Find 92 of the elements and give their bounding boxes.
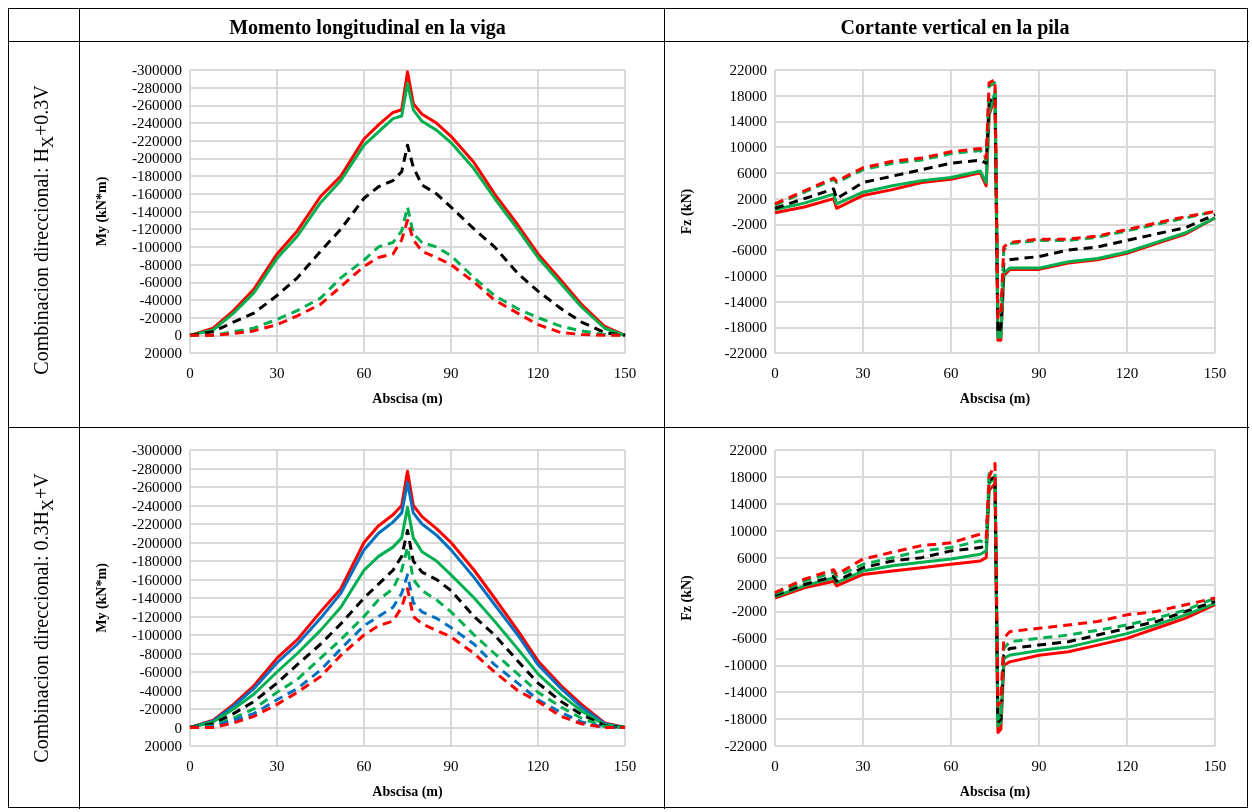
y-tick-label: -40000 (139, 682, 182, 699)
y-tick-label: -20000 (139, 309, 182, 326)
y-tick-label: 2000 (737, 576, 767, 593)
y-tick-label: 10000 (729, 139, 767, 156)
x-tick-label: 0 (771, 364, 779, 381)
x-tick-label: 90 (1031, 757, 1047, 774)
y-tick-label: -160000 (132, 571, 182, 588)
y-tick-label: -100000 (132, 627, 182, 643)
x-tick-label: 120 (526, 757, 550, 774)
y-tick-label: -260000 (132, 97, 182, 114)
y-axis-title: Fz (kN) (678, 574, 695, 621)
y-tick-label: -220000 (132, 516, 182, 532)
x-tick-label: 0 (186, 757, 194, 774)
x-tick-label: 150 (1203, 757, 1227, 774)
y-tick-label: -120000 (132, 221, 182, 238)
y-tick-label: 6000 (737, 164, 767, 181)
y-tick-label: -220000 (132, 132, 182, 149)
y-tick-label: -300000 (132, 62, 182, 78)
y-tick-label: -240000 (132, 115, 182, 132)
y-tick-label: 10000 (729, 522, 767, 539)
y-tick-label: -280000 (132, 79, 182, 96)
y-tick-label: -120000 (132, 608, 182, 625)
y-tick-label: -300000 (132, 442, 182, 458)
y-tick-label: -240000 (132, 497, 182, 514)
chart-title: Cortante vertical en la pila (840, 16, 1070, 39)
x-tick-label: 90 (443, 364, 459, 381)
y-axis-title: My (kN*m) (93, 562, 110, 633)
y-tick-label: 14000 (729, 113, 767, 130)
y-tick-label: -22000 (724, 345, 767, 361)
y-tick-label: 2000 (737, 190, 767, 207)
y-tick-label: -60000 (139, 664, 182, 680)
x-tick-label: 60 (943, 757, 959, 774)
y-tick-label: -100000 (132, 238, 182, 255)
y-tick-label: -6000 (732, 242, 767, 259)
x-tick-label: 120 (1115, 364, 1139, 381)
x-tick-label: 60 (356, 364, 372, 381)
x-tick-label: 150 (613, 757, 637, 774)
y-tick-label: -14000 (724, 684, 767, 701)
x-tick-label: 30 (269, 364, 285, 381)
y-tick-label: -180000 (132, 553, 182, 569)
y-tick-label: -10000 (724, 267, 767, 284)
x-tick-label: 150 (1203, 364, 1227, 381)
x-tick-label: 90 (443, 757, 459, 774)
y-tick-label: -14000 (724, 293, 767, 310)
y-tick-label: -2000 (732, 216, 767, 233)
y-tick-label: -140000 (132, 203, 182, 220)
y-tick-label: 18000 (729, 87, 767, 104)
x-tick-label: 120 (1115, 757, 1139, 774)
y-tick-label: -140000 (132, 590, 182, 606)
y-tick-label: -20000 (139, 701, 182, 717)
x-tick-label: 30 (855, 364, 871, 381)
y-tick-label: -80000 (139, 256, 182, 273)
y-tick-label: -18000 (724, 319, 767, 336)
y-tick-label: -200000 (132, 150, 182, 167)
x-axis-title: Abscisa (m) (372, 390, 444, 407)
y-tick-label: -60000 (139, 274, 182, 291)
y-tick-label: 18000 (729, 468, 767, 485)
y-tick-label: 20000 (144, 738, 182, 754)
y-tick-label: -280000 (132, 460, 182, 477)
y-tick-label: 0 (174, 327, 182, 344)
y-tick-label: 6000 (737, 549, 767, 566)
x-tick-label: 150 (613, 364, 637, 381)
y-tick-label: -260000 (132, 479, 182, 495)
x-tick-label: 30 (855, 757, 871, 774)
y-tick-label: 14000 (729, 495, 767, 512)
y-tick-label: -180000 (132, 168, 182, 185)
x-axis-title: Abscisa (m) (959, 390, 1031, 407)
y-tick-label: -10000 (724, 657, 767, 674)
x-axis-title: Abscisa (m) (372, 783, 444, 800)
y-tick-label: 22000 (729, 442, 767, 458)
y-tick-label: -18000 (724, 711, 767, 728)
x-axis-title: Abscisa (m) (959, 783, 1031, 800)
x-tick-label: 60 (356, 757, 372, 774)
y-tick-label: 20000 (144, 345, 182, 361)
chart-title: Momento longitudinal en la viga (229, 16, 506, 39)
y-axis-title: Fz (kN) (678, 188, 695, 235)
y-tick-label: -200000 (132, 534, 182, 551)
y-tick-label: -22000 (724, 738, 767, 754)
y-tick-label: -160000 (132, 185, 182, 202)
x-tick-label: 0 (186, 364, 194, 381)
x-tick-label: 30 (269, 757, 285, 774)
x-tick-label: 90 (1031, 364, 1047, 381)
y-tick-label: -2000 (732, 603, 767, 620)
y-tick-label: 22000 (729, 62, 767, 78)
y-tick-label: 0 (174, 719, 182, 736)
x-tick-label: 60 (943, 364, 959, 381)
y-tick-label: -40000 (139, 291, 182, 308)
y-tick-label: -6000 (732, 630, 767, 647)
x-tick-label: 0 (771, 757, 779, 774)
y-axis-title: My (kN*m) (93, 176, 110, 247)
x-tick-label: 120 (526, 364, 550, 381)
y-tick-label: -80000 (139, 645, 182, 662)
